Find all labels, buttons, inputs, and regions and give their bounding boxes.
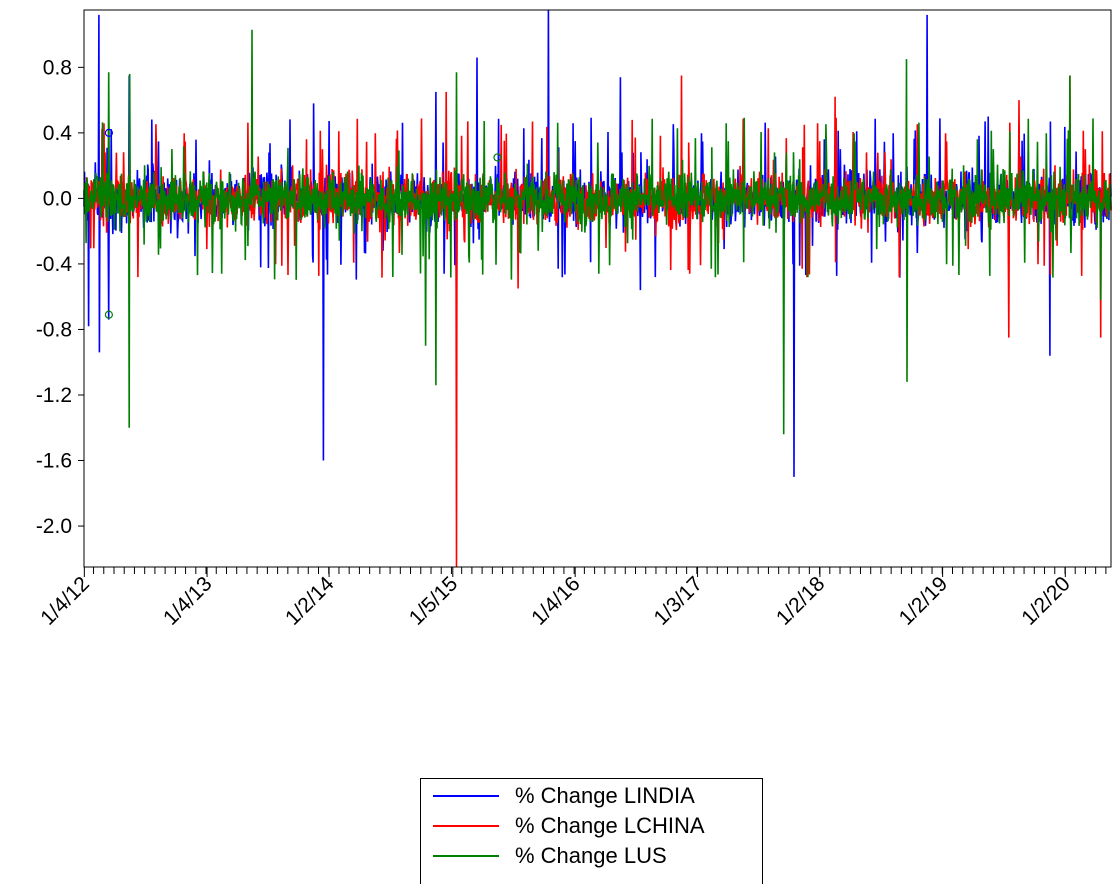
y-tick-label: -1.2 xyxy=(36,384,72,407)
x-tick-label: 1/2/18 xyxy=(772,572,830,630)
chart-canvas: 0.8 0.4 0.0 -0.4 -0.8 -1.2 -1.6 -2.0 1/4/12 1/4/1… xyxy=(36,9,1112,630)
x-tick-label: 1/2/19 xyxy=(895,572,953,630)
legend-swatch-lchina xyxy=(433,825,499,827)
legend-item-lchina: % Change LCHINA xyxy=(433,811,705,841)
legend-item-lindia: % Change LINDIA xyxy=(433,781,695,811)
y-tick-label: 0.8 xyxy=(43,56,72,79)
marker-point xyxy=(493,153,502,162)
y-tick-label: -0.8 xyxy=(36,318,72,341)
marker-point xyxy=(104,310,113,319)
series-line-2 xyxy=(83,29,1112,435)
y-tick-label: -0.4 xyxy=(36,253,73,276)
legend-label-lus: % Change LUS xyxy=(515,843,667,868)
x-tick-label: 1/3/17 xyxy=(650,572,708,630)
y-tick-label: 0.4 xyxy=(43,122,73,145)
y-tick-label: -1.6 xyxy=(36,450,72,473)
x-tick-label: 1/4/12 xyxy=(36,572,94,630)
y-tick-label: -2.0 xyxy=(36,515,72,538)
legend-swatch-lindia xyxy=(433,795,499,797)
legend-label-lchina: % Change LCHINA xyxy=(515,813,705,838)
plot-frame xyxy=(83,9,1112,568)
chart: 0.8 0.4 0.0 -0.4 -0.8 -1.2 -1.6 -2.0 1/4/12 1/4/1… xyxy=(36,9,1112,630)
legend-swatch-lus xyxy=(433,855,499,857)
marker-point xyxy=(104,128,113,137)
x-tick-label: 1/2/20 xyxy=(1017,572,1075,630)
x-tick-label: 1/5/15 xyxy=(405,572,463,630)
legend-label-lindia: % Change LINDIA xyxy=(515,783,695,808)
y-tick-label: 0.0 xyxy=(43,187,72,210)
series-line-0 xyxy=(83,9,1112,477)
legend-item-lus: % Change LUS xyxy=(433,841,667,871)
x-tick-label: 1/4/13 xyxy=(159,572,217,630)
x-tick-label: 1/2/14 xyxy=(281,572,339,630)
legend: % Change LINDIA % Change LCHINA % Change… xyxy=(420,778,763,884)
x-tick-label: 1/4/16 xyxy=(527,572,585,630)
